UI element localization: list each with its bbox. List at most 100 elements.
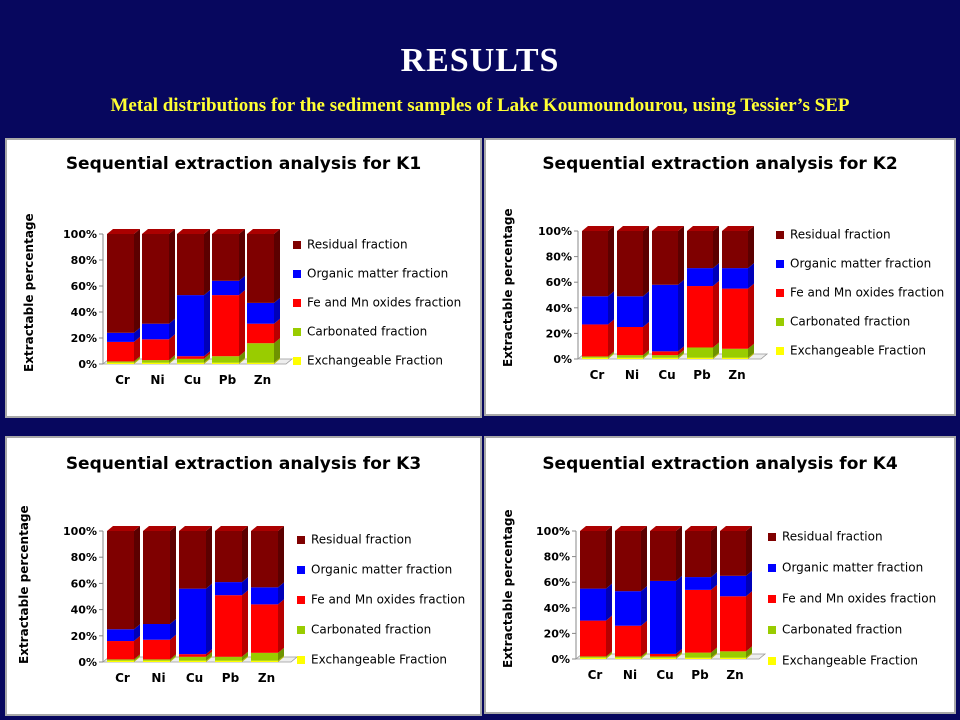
- bar-carbonated-fraction-cr-side: [608, 351, 614, 358]
- y-tick-label: 20%: [71, 630, 97, 643]
- bar-residual-fraction-cu: [652, 231, 678, 285]
- bar-stack-cr: [107, 229, 140, 364]
- bar-stack-pb: [687, 226, 719, 359]
- bar-carbonated-fraction-zn: [720, 651, 746, 658]
- chart-panel-k1: Sequential extraction analysis for K1 Ex…: [5, 138, 482, 418]
- x-tick-label: Zn: [728, 368, 745, 382]
- legend-item-carbonated-fraction: Carbonated fraction: [297, 622, 431, 637]
- bar-fe-and-mn-oxides-fraction-ni: [615, 625, 641, 657]
- legend-item-exchangeable-fraction: Exchangeable Fraction: [776, 343, 926, 358]
- bar-exchangeable-fraction-ni-side: [641, 652, 647, 659]
- legend-item-organic-matter-fraction: Organic matter fraction: [776, 256, 931, 271]
- legend-label: Carbonated fraction: [790, 314, 911, 329]
- bar-carbonated-fraction-cr: [582, 356, 608, 358]
- bar-exchangeable-fraction-zn-side: [748, 352, 754, 359]
- bar-stack-cr: [582, 226, 614, 359]
- bar-organic-matter-fraction-pb: [685, 577, 711, 590]
- legend-item-organic-matter-fraction: Organic matter fraction: [293, 266, 448, 281]
- y-tick-label: 80%: [546, 251, 572, 264]
- y-tick-label: 0%: [78, 656, 97, 669]
- bar-carbonated-fraction-cr: [107, 361, 134, 363]
- y-tick-label: 100%: [63, 525, 97, 538]
- bar-residual-fraction-cu: [650, 531, 676, 581]
- bar-residual-fraction-cr: [580, 531, 606, 589]
- bar-organic-matter-fraction-pb-side: [713, 263, 719, 287]
- x-tick-label: Zn: [254, 373, 271, 387]
- bar-fe-and-mn-oxides-fraction-pb: [685, 589, 711, 653]
- bar-stack-zn: [722, 226, 754, 359]
- legend-label: Fe and Mn oxides fraction: [311, 592, 466, 607]
- bar-fe-and-mn-oxides-fraction-ni: [143, 639, 170, 660]
- y-tick-label: 20%: [546, 327, 572, 340]
- bar-residual-fraction-zn: [251, 531, 278, 588]
- bar-carbonated-fraction-cu-side: [676, 651, 682, 658]
- bar-top-zn: [251, 526, 284, 531]
- y-tick-label: 0%: [553, 353, 572, 366]
- bar-fe-and-mn-oxides-fraction-cr: [107, 341, 134, 362]
- bar-organic-matter-fraction-ni-side: [643, 291, 649, 327]
- bar-exchangeable-fraction-zn-side: [746, 652, 752, 659]
- bar-organic-matter-fraction-pb: [212, 280, 239, 296]
- bar-fe-and-mn-oxides-fraction-pb-side: [239, 290, 245, 357]
- bar-organic-matter-fraction-zn-side: [278, 582, 284, 605]
- legend-swatch: [768, 625, 776, 634]
- bar-top-zn: [720, 526, 752, 531]
- legend-label: Fe and Mn oxides fraction: [782, 591, 937, 606]
- bar-organic-matter-fraction-ni-side: [641, 586, 647, 626]
- bar-fe-and-mn-oxides-fraction-cr-side: [134, 636, 140, 660]
- bar-organic-matter-fraction-cr: [107, 332, 134, 342]
- bar-carbonated-fraction-cu-side: [678, 350, 684, 358]
- bar-fe-and-mn-oxides-fraction-zn-side: [274, 318, 280, 344]
- bar-organic-matter-fraction-cr-side: [608, 291, 614, 325]
- legend-item-fe-and-mn-oxides-fraction: Fe and Mn oxides fraction: [776, 285, 944, 300]
- bar-exchangeable-fraction-zn: [247, 362, 274, 364]
- bar-exchangeable-fraction-zn-side: [274, 357, 280, 364]
- bar-organic-matter-fraction-cu-side: [678, 279, 684, 352]
- bar-residual-fraction-cr: [107, 234, 134, 333]
- bar-residual-fraction-cu-side: [204, 229, 210, 296]
- bar-fe-and-mn-oxides-fraction-zn: [722, 288, 748, 349]
- x-tick-label: Pb: [691, 668, 709, 682]
- x-tick-label: Cr: [588, 668, 603, 682]
- bar-organic-matter-fraction-cu: [179, 588, 206, 655]
- chart-title: Sequential extraction analysis for K4: [542, 454, 898, 474]
- legend-label: Residual fraction: [311, 532, 412, 547]
- bar-exchangeable-fraction-cu-side: [206, 655, 212, 662]
- bar-organic-matter-fraction-cr-side: [134, 624, 140, 642]
- bar-fe-and-mn-oxides-fraction-pb-side: [713, 281, 719, 348]
- bar-carbonated-fraction-cu: [650, 656, 676, 658]
- chart-panel-k2: Sequential extraction analysis for K2 Ex…: [484, 138, 956, 416]
- bar-residual-fraction-zn-side: [278, 526, 284, 588]
- bar-organic-matter-fraction-pb: [215, 582, 242, 596]
- x-tick-label: Pb: [222, 671, 240, 685]
- bar-exchangeable-fraction-zn: [722, 357, 748, 359]
- y-tick-label: 0%: [78, 358, 97, 371]
- bar-top-pb: [215, 526, 248, 531]
- bar-exchangeable-fraction-pb-side: [242, 655, 248, 662]
- bar-top-cu: [177, 229, 210, 234]
- legend-swatch: [776, 346, 784, 355]
- bar-residual-fraction-cu: [177, 234, 204, 296]
- y-tick-label: 100%: [63, 228, 97, 241]
- legend-label: Carbonated fraction: [307, 324, 428, 339]
- bar-top-ni: [142, 229, 175, 234]
- legend-swatch: [297, 655, 305, 664]
- legend-item-carbonated-fraction: Carbonated fraction: [776, 314, 910, 329]
- bar-carbonated-fraction-zn: [251, 652, 278, 661]
- bar-exchangeable-fraction-ni: [617, 357, 643, 359]
- bar-fe-and-mn-oxides-fraction-pb-side: [711, 584, 717, 653]
- legend-swatch: [297, 535, 305, 544]
- legend-label: Residual fraction: [307, 237, 408, 252]
- bar-fe-and-mn-oxides-fraction-cu: [177, 356, 204, 359]
- bar-exchangeable-fraction-ni: [142, 362, 169, 364]
- legend-swatch: [297, 565, 305, 574]
- bar-organic-matter-fraction-cu: [652, 284, 678, 352]
- bar-carbonated-fraction-zn: [722, 348, 748, 358]
- bar-fe-and-mn-oxides-fraction-zn: [720, 596, 746, 652]
- bar-carbonated-fraction-ni-side: [641, 651, 647, 658]
- bar-residual-fraction-ni-side: [641, 526, 647, 592]
- bar-fe-and-mn-oxides-fraction-ni: [617, 327, 643, 356]
- bar-fe-and-mn-oxides-fraction-cr: [582, 324, 608, 357]
- bar-residual-fraction-pb: [687, 231, 713, 269]
- bar-stack-zn: [251, 526, 284, 662]
